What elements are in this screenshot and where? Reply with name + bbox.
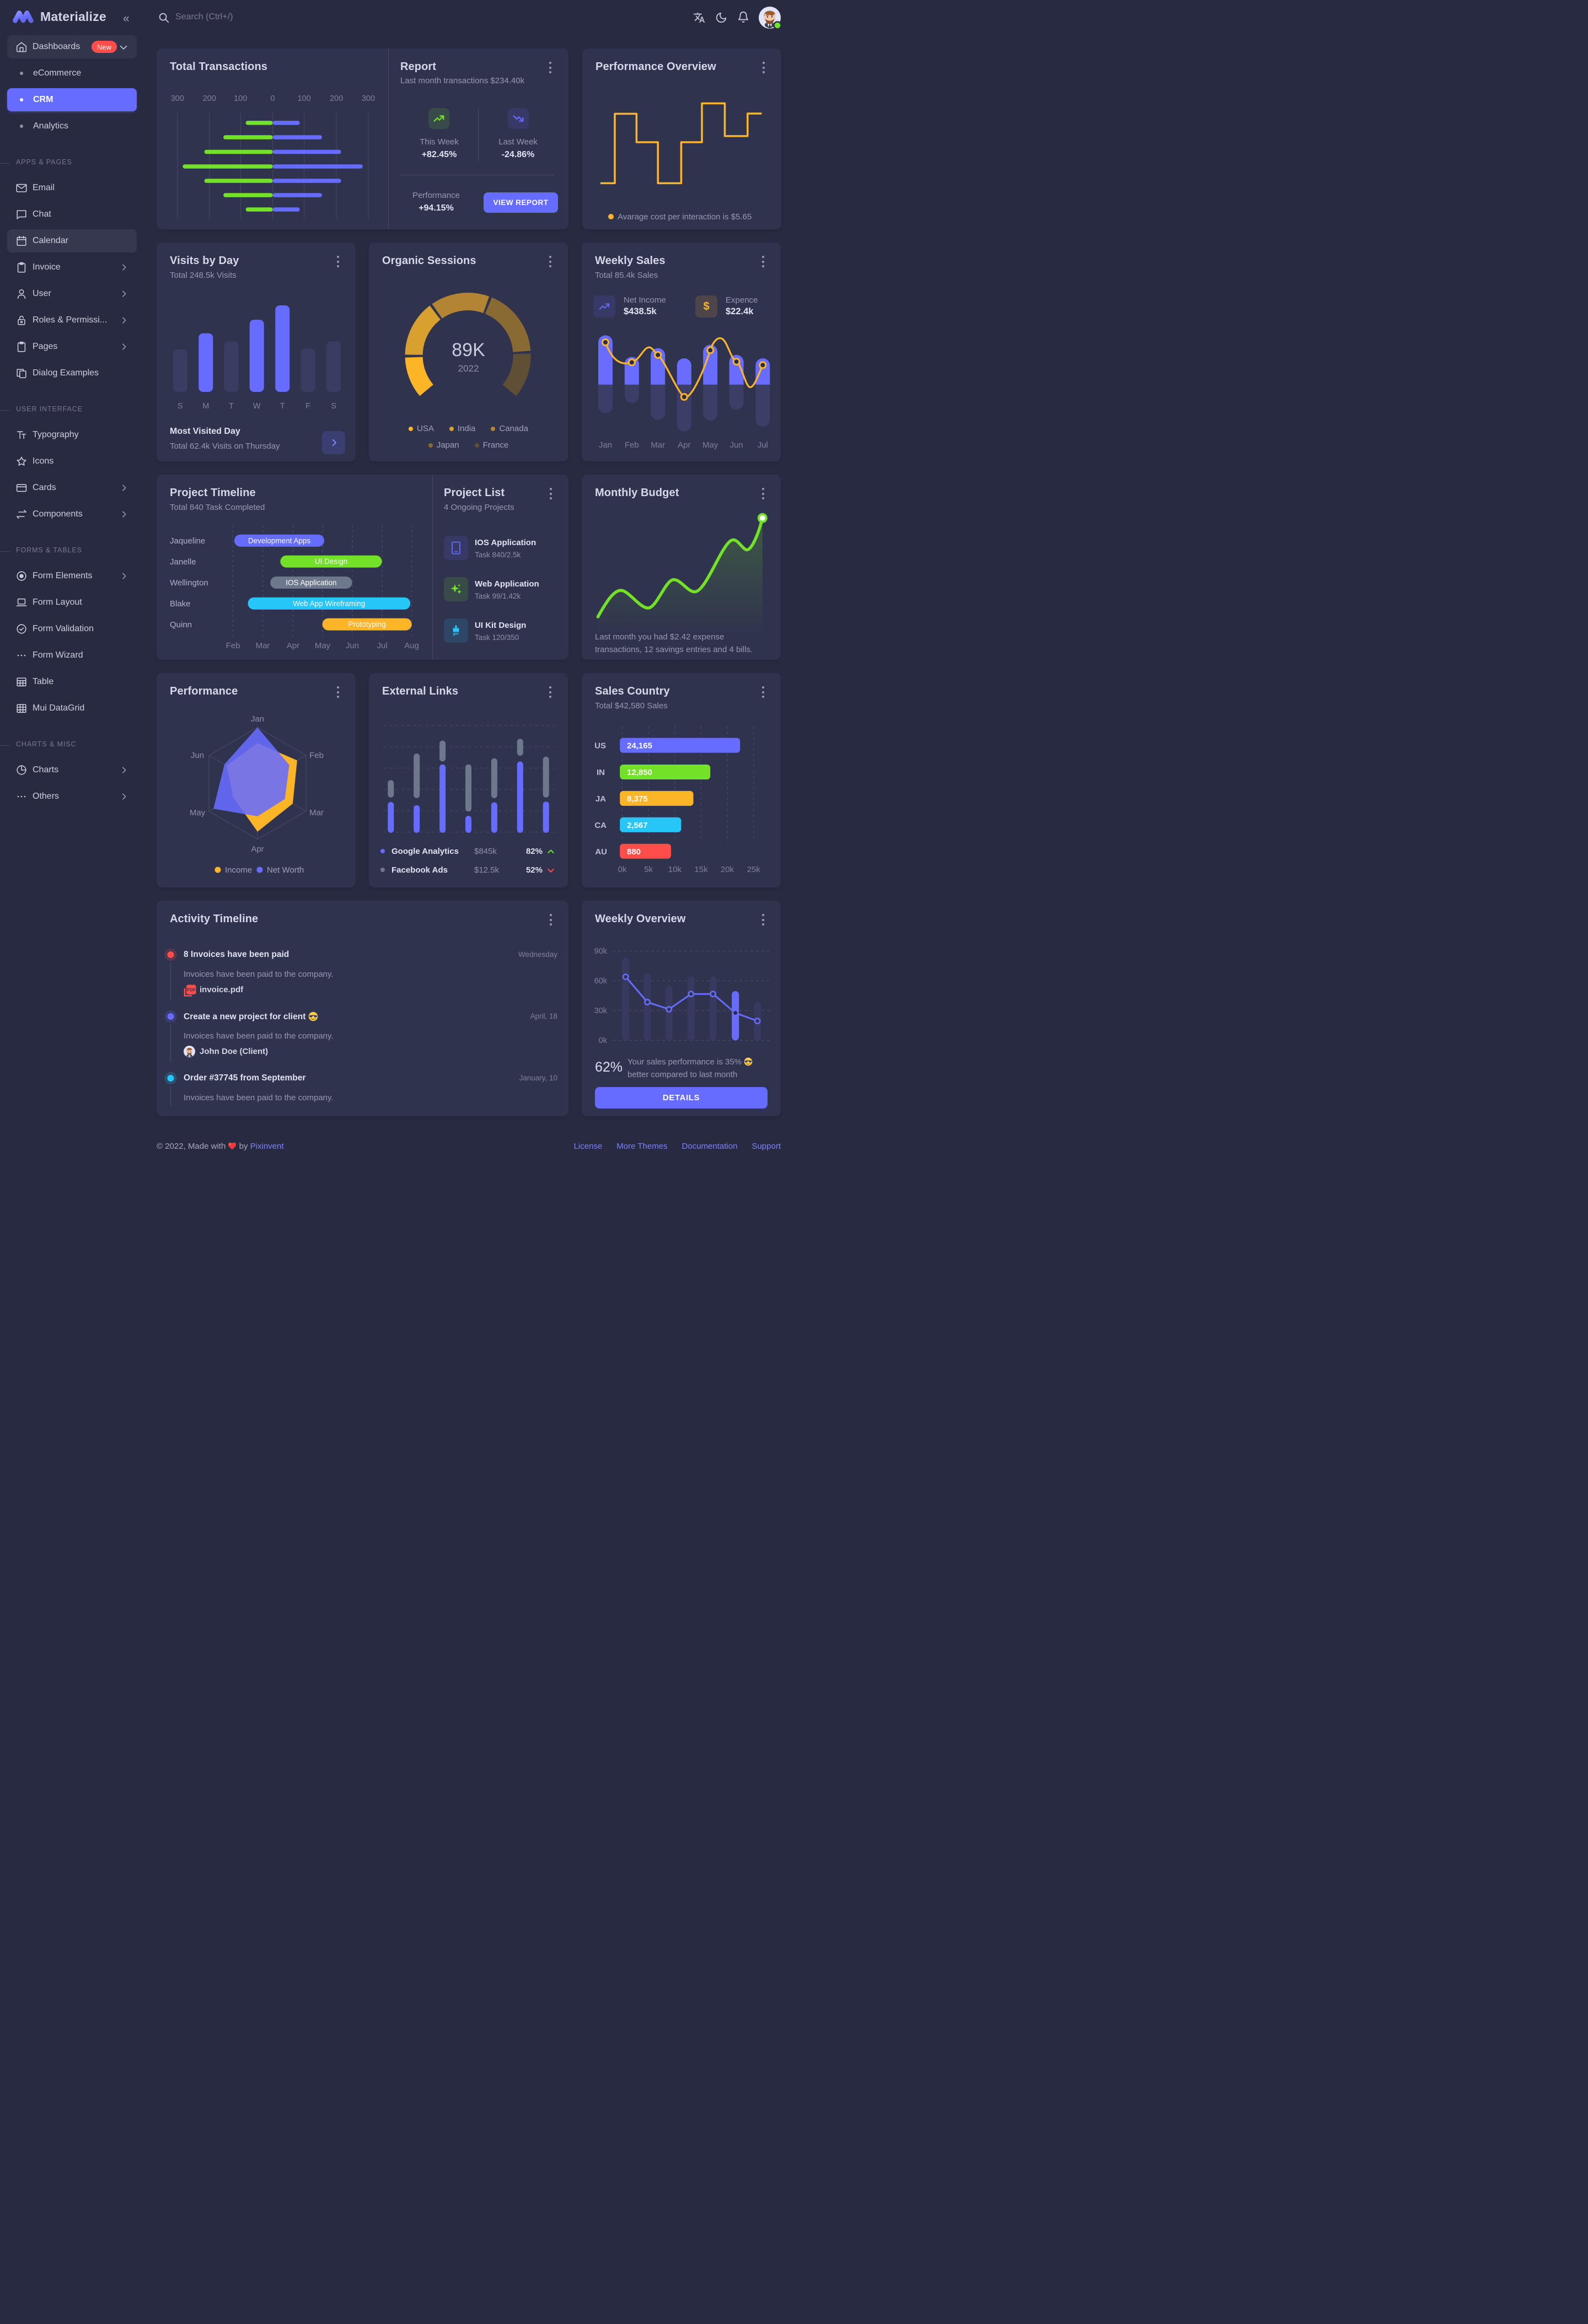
svg-text:Janelle: Janelle: [170, 557, 196, 567]
svg-text:CA: CA: [594, 821, 607, 830]
svg-text:S: S: [331, 402, 336, 411]
svg-text:Jul: Jul: [758, 440, 768, 450]
svg-text:IN: IN: [597, 768, 605, 777]
svg-text:100: 100: [297, 94, 310, 103]
svg-text:Avarage cost per interaction i: Avarage cost per interaction is $5.65: [618, 212, 752, 222]
svg-text:Jun: Jun: [191, 751, 204, 760]
svg-text:Mar: Mar: [651, 440, 665, 450]
svg-text:12,850: 12,850: [627, 768, 652, 777]
svg-text:Web App Wireframing: Web App Wireframing: [293, 599, 365, 607]
svg-text:0k: 0k: [618, 865, 627, 874]
svg-text:0k: 0k: [599, 1036, 608, 1045]
svg-text:T: T: [280, 402, 285, 411]
svg-text:W: W: [253, 402, 261, 411]
svg-text:100: 100: [234, 94, 247, 103]
svg-text:Apr: Apr: [287, 641, 299, 650]
svg-text:US: US: [594, 741, 606, 751]
svg-text:Prototyping: Prototyping: [348, 620, 385, 628]
svg-text:Wellington: Wellington: [170, 578, 208, 588]
svg-text:Development Apps: Development Apps: [248, 536, 311, 545]
svg-text:Jan: Jan: [251, 714, 264, 724]
svg-text:Jan: Jan: [599, 440, 612, 450]
svg-text:60k: 60k: [594, 977, 608, 986]
svg-text:20k: 20k: [721, 865, 734, 874]
svg-text:S: S: [178, 402, 183, 411]
svg-text:Blake: Blake: [170, 599, 191, 609]
svg-text:Mar: Mar: [309, 808, 324, 817]
svg-text:F: F: [305, 402, 310, 411]
svg-text:8,375: 8,375: [627, 794, 648, 804]
svg-text:T: T: [229, 402, 234, 411]
svg-text:AU: AU: [595, 847, 607, 857]
svg-text:Feb: Feb: [226, 641, 240, 650]
svg-text:25k: 25k: [747, 865, 761, 874]
svg-text:90k: 90k: [594, 947, 608, 956]
svg-text:10k: 10k: [668, 865, 682, 874]
svg-text:200: 200: [330, 94, 343, 103]
svg-text:Income: Income: [225, 865, 252, 875]
svg-text:May: May: [702, 440, 718, 450]
svg-text:0: 0: [271, 94, 275, 103]
svg-text:UI Design: UI Design: [315, 557, 347, 566]
svg-text:IOS Application: IOS Application: [286, 579, 336, 587]
svg-text:880: 880: [627, 847, 641, 857]
svg-text:Jul: Jul: [377, 641, 388, 650]
svg-text:30k: 30k: [594, 1007, 608, 1015]
svg-text:200: 200: [203, 94, 216, 103]
svg-text:Quinn: Quinn: [170, 620, 192, 630]
svg-text:May: May: [315, 641, 331, 650]
svg-text:PDF: PDF: [186, 988, 196, 993]
svg-text:2,567: 2,567: [627, 821, 648, 830]
svg-text:Apr: Apr: [251, 844, 264, 854]
svg-text:JA: JA: [596, 794, 606, 804]
svg-text:Mar: Mar: [256, 641, 270, 650]
svg-text:Jaqueline: Jaqueline: [170, 536, 205, 546]
svg-text:Net Worth: Net Worth: [267, 865, 304, 875]
svg-text:300: 300: [362, 94, 375, 103]
svg-text:May: May: [190, 808, 206, 817]
svg-text:24,165: 24,165: [627, 741, 652, 751]
svg-text:Jun: Jun: [346, 641, 359, 650]
svg-text:Apr: Apr: [678, 440, 690, 450]
svg-text:Jun: Jun: [730, 440, 743, 450]
svg-text:M: M: [202, 402, 209, 411]
svg-text:Aug: Aug: [404, 641, 419, 650]
svg-text:Feb: Feb: [625, 440, 639, 450]
svg-text:15k: 15k: [694, 865, 708, 874]
svg-text:Feb: Feb: [309, 751, 324, 760]
svg-text:5k: 5k: [644, 865, 653, 874]
svg-text:300: 300: [171, 94, 184, 103]
